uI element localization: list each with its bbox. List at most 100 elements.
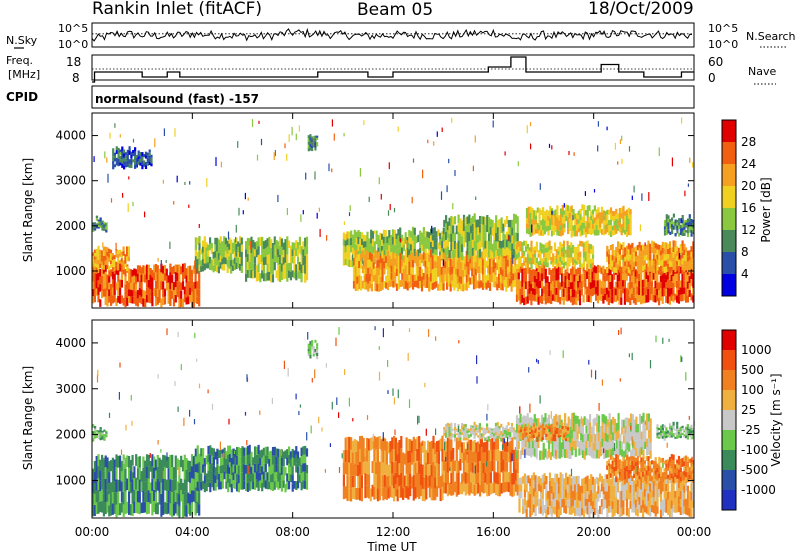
velocity-cell — [471, 451, 474, 463]
velocity-cell — [580, 440, 583, 448]
power-speck — [300, 214, 302, 222]
power-cell — [638, 288, 641, 296]
velocity-cell — [455, 461, 458, 474]
velocity-cell — [489, 449, 492, 461]
power-cell — [622, 280, 625, 287]
power-cell — [167, 289, 170, 297]
velocity-cell — [350, 462, 353, 476]
velocity-cell — [230, 475, 233, 484]
power-cell — [262, 249, 266, 258]
power-speck — [174, 128, 176, 137]
power-cell — [671, 224, 674, 228]
power-cell — [539, 260, 542, 266]
power-cell — [665, 282, 668, 289]
velocity-cell — [436, 485, 439, 497]
power-cell — [124, 164, 127, 168]
power-cell — [153, 272, 156, 281]
velocity-cell — [539, 506, 543, 514]
velocity-cell — [507, 428, 510, 433]
velocity-cell — [232, 480, 235, 489]
velocity-cell — [538, 498, 541, 507]
power-cell — [611, 249, 614, 256]
power-cell — [298, 245, 301, 254]
power-cell — [652, 266, 655, 274]
power-cell — [519, 296, 522, 305]
power-cell — [187, 281, 190, 289]
velocity-cell — [635, 448, 638, 456]
power-cell — [108, 269, 111, 277]
velocity-cell — [480, 458, 483, 470]
power-cell — [357, 244, 360, 251]
power-cell — [254, 270, 257, 278]
velocity-cell — [529, 429, 532, 432]
velocity-cell — [425, 462, 428, 475]
velocity-cell — [532, 496, 535, 505]
velocity-cell — [375, 486, 378, 500]
power-cell — [534, 229, 538, 234]
power-cell — [676, 280, 679, 289]
power-cell — [101, 265, 104, 269]
power-cell — [590, 210, 593, 216]
power-cell — [473, 231, 476, 241]
power-cell — [352, 258, 356, 266]
velocity-cell — [574, 432, 577, 441]
power-cell — [97, 259, 100, 265]
power-cell — [419, 274, 422, 281]
velocity-cell — [635, 424, 638, 433]
power-cell — [219, 236, 222, 243]
power-cell — [578, 267, 582, 276]
velocity-cell — [496, 437, 500, 449]
power-cell — [101, 226, 104, 229]
power-cell — [185, 297, 188, 305]
power-cell — [532, 288, 535, 295]
colorbar-swatch — [722, 230, 736, 253]
power-cell — [663, 220, 667, 224]
power-cell — [534, 219, 538, 225]
velocity-cell — [214, 467, 217, 476]
power-cell — [307, 135, 310, 139]
velocity-cell — [428, 453, 431, 465]
velocity-cell — [346, 475, 349, 489]
velocity-cell — [364, 448, 367, 461]
power-cell — [528, 274, 531, 281]
power-cell — [291, 242, 294, 250]
power-cell — [548, 296, 551, 304]
power-cell — [590, 258, 593, 264]
velocity-cell — [482, 452, 485, 463]
velocity-cell — [461, 452, 464, 464]
power-cell — [551, 268, 555, 275]
power-cell — [692, 231, 695, 235]
velocity-cell — [545, 430, 548, 434]
power-speck — [679, 253, 681, 259]
velocity-cell — [183, 479, 186, 492]
velocity-cell — [569, 435, 572, 443]
power-cell — [591, 271, 594, 280]
power-cell — [358, 260, 361, 268]
velocity-cell — [286, 473, 289, 482]
power-cell — [592, 224, 595, 229]
power-cell — [480, 239, 483, 248]
power-cell — [618, 242, 621, 249]
power-cell — [570, 242, 573, 248]
power-cell — [370, 229, 373, 237]
velocity-cell — [385, 441, 388, 453]
power-cell — [471, 231, 474, 240]
velocity-cell — [534, 475, 537, 484]
power-cell — [224, 244, 227, 251]
velocity-cell — [128, 467, 131, 480]
power-cell — [138, 272, 141, 281]
freq-tick-8: 8 — [72, 71, 80, 85]
power-cell — [126, 163, 129, 167]
velocity-cell — [385, 476, 388, 489]
velocity-cell — [367, 462, 371, 475]
power-cell — [404, 265, 407, 274]
power-cell — [600, 229, 604, 235]
power-cell — [688, 269, 691, 277]
velocity-cell — [450, 429, 453, 433]
power-cell — [665, 218, 668, 223]
velocity-cell — [376, 462, 380, 476]
velocity-cell — [553, 441, 556, 450]
velocity-cell — [419, 442, 423, 454]
power-cell — [611, 255, 614, 261]
velocity-cell — [541, 423, 544, 427]
